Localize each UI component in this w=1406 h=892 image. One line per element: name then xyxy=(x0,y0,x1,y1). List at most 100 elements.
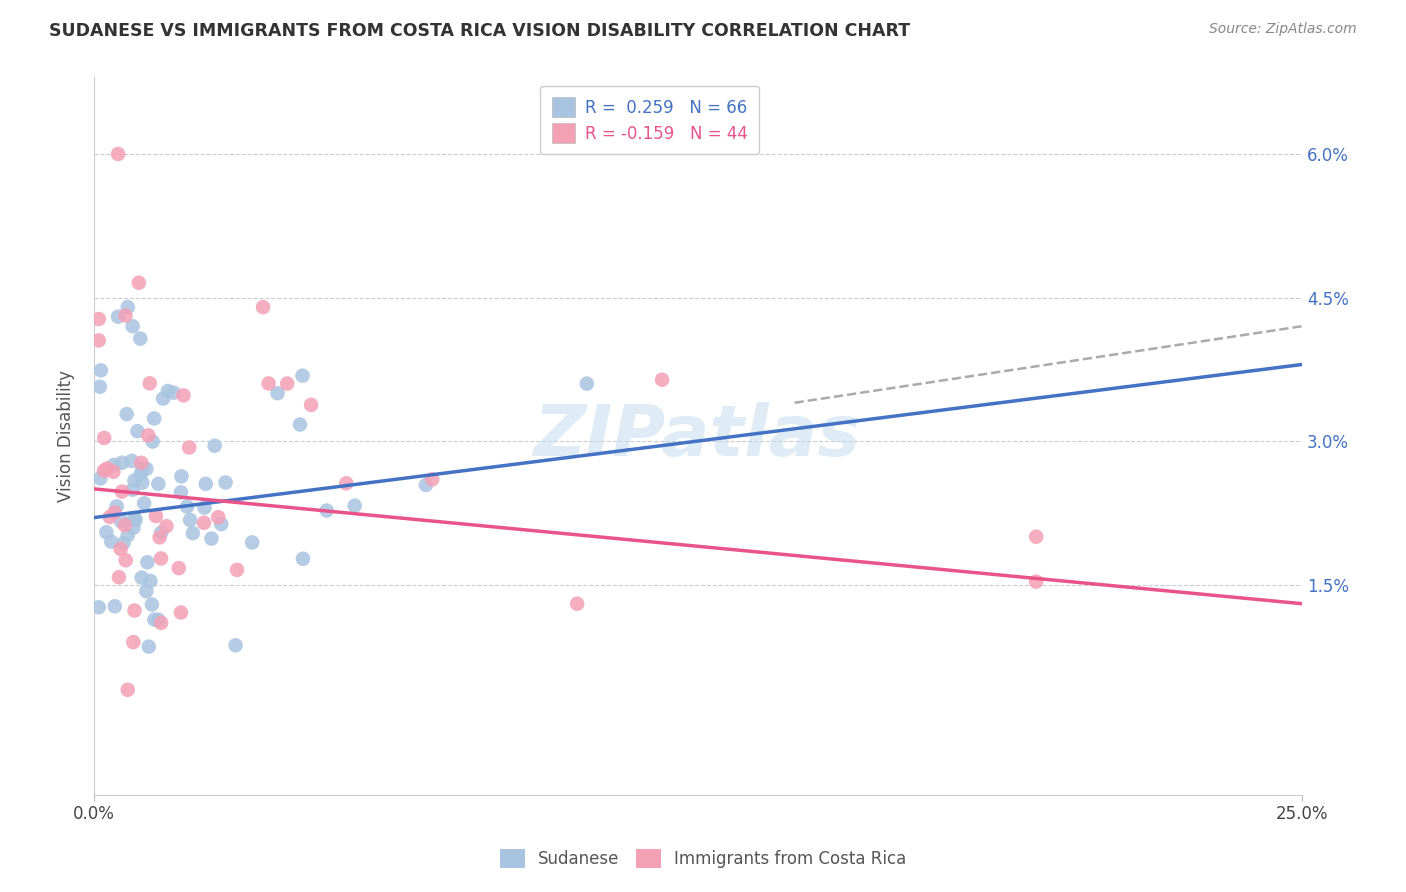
Point xyxy=(315,503,337,517)
Point xyxy=(145,509,167,524)
Point xyxy=(135,462,157,476)
Point xyxy=(156,384,179,398)
Point xyxy=(193,500,215,515)
Point xyxy=(1025,574,1047,589)
Point xyxy=(299,398,322,412)
Point xyxy=(209,517,232,532)
Point xyxy=(420,472,443,486)
Point xyxy=(170,469,193,483)
Point xyxy=(142,434,165,449)
Point xyxy=(108,570,131,584)
Point xyxy=(152,392,174,406)
Point xyxy=(141,598,163,612)
Point xyxy=(148,613,170,627)
Point xyxy=(138,640,160,654)
Point xyxy=(122,511,145,525)
Point xyxy=(121,454,143,468)
Point xyxy=(87,600,110,615)
Point xyxy=(122,635,145,649)
Point xyxy=(214,475,236,490)
Point xyxy=(204,439,226,453)
Point xyxy=(89,380,111,394)
Point xyxy=(107,147,129,161)
Point xyxy=(176,500,198,514)
Point xyxy=(143,613,166,627)
Point xyxy=(252,300,274,314)
Point xyxy=(193,516,215,530)
Point xyxy=(575,376,598,391)
Legend: Sudanese, Immigrants from Costa Rica: Sudanese, Immigrants from Costa Rica xyxy=(494,842,912,875)
Point xyxy=(240,535,263,549)
Point xyxy=(117,528,139,542)
Point xyxy=(291,551,314,566)
Text: Source: ZipAtlas.com: Source: ZipAtlas.com xyxy=(1209,22,1357,37)
Point xyxy=(112,536,135,550)
Point xyxy=(207,510,229,524)
Point xyxy=(288,417,311,432)
Point xyxy=(103,465,125,479)
Point xyxy=(181,526,204,541)
Point xyxy=(117,682,139,697)
Text: SUDANESE VS IMMIGRANTS FROM COSTA RICA VISION DISABILITY CORRELATION CHART: SUDANESE VS IMMIGRANTS FROM COSTA RICA V… xyxy=(49,22,910,40)
Point xyxy=(124,603,146,617)
Point xyxy=(114,553,136,567)
Point xyxy=(87,334,110,348)
Point xyxy=(127,424,149,438)
Point xyxy=(179,441,201,455)
Point xyxy=(226,563,249,577)
Point xyxy=(155,519,177,533)
Point xyxy=(128,276,150,290)
Point xyxy=(110,541,132,556)
Point xyxy=(103,458,125,472)
Point xyxy=(96,461,118,475)
Point xyxy=(276,376,298,391)
Point xyxy=(135,584,157,599)
Point xyxy=(139,574,162,588)
Point xyxy=(87,312,110,326)
Point xyxy=(129,467,152,482)
Point xyxy=(105,500,128,514)
Point xyxy=(98,510,121,524)
Point xyxy=(100,534,122,549)
Point xyxy=(124,474,146,488)
Point xyxy=(172,388,194,402)
Point xyxy=(96,525,118,540)
Point xyxy=(1025,530,1047,544)
Point xyxy=(129,332,152,346)
Point xyxy=(170,485,193,500)
Point xyxy=(103,505,125,519)
Point xyxy=(115,407,138,421)
Point xyxy=(136,555,159,569)
Point xyxy=(415,478,437,492)
Point xyxy=(114,309,136,323)
Text: ZIPatlas: ZIPatlas xyxy=(534,401,862,471)
Point xyxy=(291,368,314,383)
Point xyxy=(565,597,588,611)
Point xyxy=(200,532,222,546)
Point xyxy=(114,518,136,533)
Point xyxy=(132,496,155,510)
Point xyxy=(90,363,112,377)
Legend: R =  0.259   N = 66, R = -0.159   N = 44: R = 0.259 N = 66, R = -0.159 N = 44 xyxy=(540,86,759,154)
Point xyxy=(107,310,129,324)
Point xyxy=(111,484,134,499)
Point xyxy=(111,456,134,470)
Point xyxy=(138,428,160,442)
Point xyxy=(110,514,132,528)
Point xyxy=(131,571,153,585)
Point xyxy=(150,525,173,540)
Point xyxy=(149,530,172,544)
Point xyxy=(266,386,288,401)
Point xyxy=(93,431,115,445)
Point xyxy=(89,471,111,485)
Point xyxy=(121,319,143,334)
Point xyxy=(343,499,366,513)
Point xyxy=(143,411,166,425)
Point xyxy=(150,551,173,566)
Point xyxy=(122,520,145,534)
Point xyxy=(124,513,146,527)
Point xyxy=(194,476,217,491)
Y-axis label: Vision Disability: Vision Disability xyxy=(58,370,75,502)
Point xyxy=(148,476,170,491)
Point xyxy=(131,475,153,490)
